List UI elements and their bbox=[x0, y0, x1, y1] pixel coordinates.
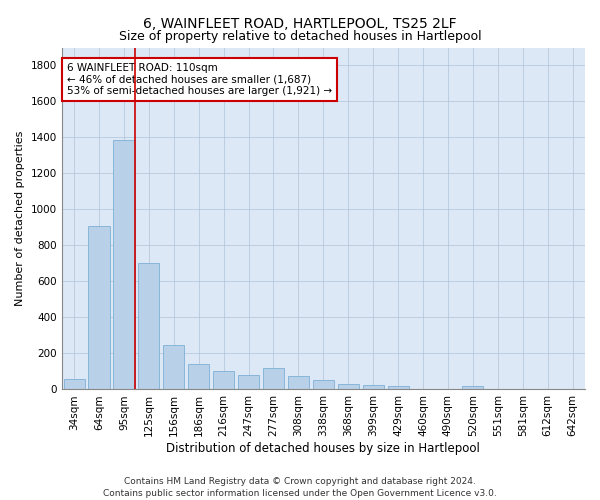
Bar bbox=[263, 368, 284, 390]
Bar bbox=[113, 140, 134, 390]
Bar bbox=[213, 370, 234, 390]
Bar bbox=[388, 386, 409, 390]
Text: 6 WAINFLEET ROAD: 110sqm
← 46% of detached houses are smaller (1,687)
53% of sem: 6 WAINFLEET ROAD: 110sqm ← 46% of detach… bbox=[67, 63, 332, 96]
Text: Contains HM Land Registry data © Crown copyright and database right 2024.
Contai: Contains HM Land Registry data © Crown c… bbox=[103, 476, 497, 498]
Y-axis label: Number of detached properties: Number of detached properties bbox=[15, 131, 25, 306]
Text: Size of property relative to detached houses in Hartlepool: Size of property relative to detached ho… bbox=[119, 30, 481, 43]
Bar bbox=[64, 378, 85, 390]
Bar bbox=[88, 226, 110, 390]
Bar bbox=[238, 375, 259, 390]
Bar bbox=[362, 385, 384, 390]
Bar bbox=[188, 364, 209, 390]
Bar bbox=[338, 384, 359, 390]
Text: 6, WAINFLEET ROAD, HARTLEPOOL, TS25 2LF: 6, WAINFLEET ROAD, HARTLEPOOL, TS25 2LF bbox=[143, 18, 457, 32]
Bar bbox=[138, 264, 160, 390]
Bar bbox=[462, 386, 484, 390]
X-axis label: Distribution of detached houses by size in Hartlepool: Distribution of detached houses by size … bbox=[166, 442, 480, 455]
Bar bbox=[412, 388, 434, 390]
Bar bbox=[313, 380, 334, 390]
Bar bbox=[163, 346, 184, 390]
Bar bbox=[288, 376, 309, 390]
